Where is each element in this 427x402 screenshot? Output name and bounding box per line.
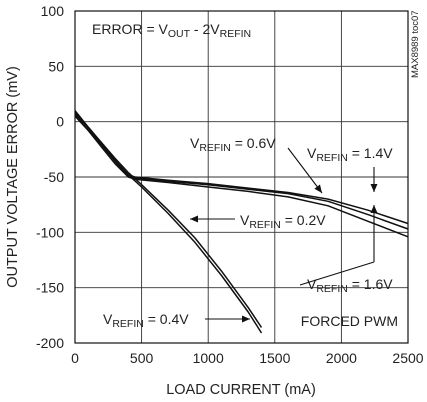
y-tick-label: -150 [36,280,64,296]
leader-0.2v [190,215,235,223]
part-id-label: MAX8989 toc07 [410,10,421,78]
x-tick-label: 1000 [193,350,224,366]
series-label-3: VREFIN = 0.6V [190,135,276,154]
x-tick-label: 2000 [326,350,357,366]
x-tick-label: 0 [71,350,79,366]
y-tick-label: -200 [36,335,64,351]
x-tick-label: 1500 [259,350,290,366]
leader-1.6v-line [299,261,375,286]
tick-labels: 0 500 1000 1500 2000 2500100500-50-100-150-20… [36,3,424,366]
plot-frame [74,10,409,344]
y-tick-label: 100 [41,3,65,19]
series-layer [74,110,409,334]
series-label-2: VREFIN = 0.4V [103,311,189,330]
series-line-3 [74,110,409,225]
series-label-4: VREFIN = 1.4V [307,145,393,164]
series-line-4 [74,111,409,230]
y-tick-label: -50 [44,169,64,185]
series-line-5 [74,113,409,238]
formula-annotation: ERROR = VOUT - 2VREFIN [92,21,251,40]
y-tick-label: -100 [36,224,64,240]
y-tick-label: 50 [48,58,64,74]
leader-0.6v [287,147,323,194]
annotations: VREFIN = 0.2V VREFIN = 0.4V VREFIN = 0.6V V… [92,10,421,330]
forced-pwm-label: FORCED PWM [301,313,398,329]
series-label-5: VREFIN = 1.6V [307,276,393,295]
leader-0.4v [205,315,250,323]
leader-1.4v-arrow [370,167,378,192]
y-axis-label: OUTPUT VOLTAGE ERROR (mV) [5,66,21,288]
grid [75,11,408,343]
series-label-1: VREFIN = 0.2V [240,212,326,231]
leader-1.6v-arrow [370,205,378,262]
x-axis-label: LOAD CURRENT (mA) [166,382,316,398]
y-tick-label: 0 [56,114,64,130]
x-tick-label: 2500 [392,350,423,366]
x-tick-label: 500 [130,350,154,366]
